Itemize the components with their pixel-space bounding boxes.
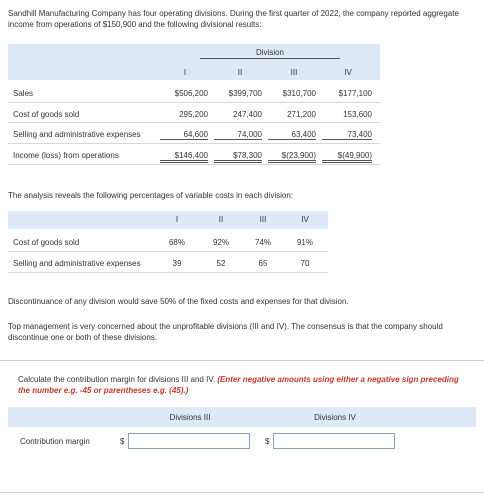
t1-row-sales-label: Sales xyxy=(13,89,34,98)
question-divider xyxy=(0,360,484,361)
t1-sales-iii: $310,700 xyxy=(282,89,316,98)
t2-row-cogs-label: Cost of goods sold xyxy=(13,238,80,247)
t1-col-iv: IV xyxy=(344,68,352,77)
t1-sa-iv: 73,400 xyxy=(322,130,372,140)
t1-income-i: $146,400 xyxy=(160,151,208,163)
t1-income-iii: $(23,900) xyxy=(268,151,316,163)
discontinuance-text: Discontinuance of any division would sav… xyxy=(8,297,349,306)
t2-sa-iv: 70 xyxy=(300,259,310,268)
t1-cogs-iii: 271,200 xyxy=(287,110,316,119)
t2-row-sa-label: Selling and administrative expenses xyxy=(13,259,141,268)
question-hint: (Enter negative amounts using either a n… xyxy=(18,375,459,395)
t1-col-i: I xyxy=(183,68,187,77)
currency-symbol-iii: $ xyxy=(120,437,125,446)
intro-text: Sandhill Manufacturing Company has four … xyxy=(8,9,459,29)
t2-cogs-i: 68% xyxy=(168,238,185,247)
management-text: Top management is very concerned about t… xyxy=(8,322,443,342)
t1-col-iii: III xyxy=(290,68,298,77)
t2-col-iv: IV xyxy=(301,215,309,224)
t1-cogs-i: 295,200 xyxy=(179,110,208,119)
t1-sales-i: $506,200 xyxy=(174,89,208,98)
t2-sa-iii: 65 xyxy=(258,259,268,268)
t2-col-ii: II xyxy=(218,215,224,224)
t2-col-iii: III xyxy=(259,215,267,224)
t2-cogs-iii: 74% xyxy=(254,238,271,247)
answer-header-band xyxy=(8,407,476,427)
t1-row-income-label: Income (loss) from operations xyxy=(13,151,119,160)
t1-sales-ii: $399,700 xyxy=(228,89,262,98)
t1-cogs-ii: 247,400 xyxy=(233,110,262,119)
contribution-margin-iv-input[interactable] xyxy=(273,433,395,449)
divisions-iii-header: Divisions III xyxy=(169,413,211,422)
t1-row-cogs-label: Cost of goods sold xyxy=(13,110,80,119)
table2-header-band xyxy=(8,211,328,229)
divisions-iv-header: Divisions IV xyxy=(314,413,356,422)
question-prompt: Calculate the contribution margin for di… xyxy=(18,375,216,384)
currency-symbol-iv: $ xyxy=(265,437,270,446)
table1-header-band xyxy=(8,44,380,80)
t2-cogs-iv: 91% xyxy=(296,238,313,247)
t2-col-i: I xyxy=(175,215,179,224)
t1-sa-iii: 63,400 xyxy=(268,130,316,140)
t2-sa-i: 39 xyxy=(172,259,182,268)
t2-sa-ii: 52 xyxy=(216,259,226,268)
t1-sa-ii: 74,000 xyxy=(214,130,262,140)
t1-row-sa-label: Selling and administrative expenses xyxy=(13,130,141,139)
t1-income-iv: $(49,900) xyxy=(322,151,372,163)
contribution-margin-label: Contribution margin xyxy=(20,437,90,446)
division-group-header: Division xyxy=(200,48,340,59)
t1-col-ii: II xyxy=(237,68,243,77)
t1-income-ii: $78,300 xyxy=(214,151,262,163)
t2-cogs-ii: 92% xyxy=(212,238,229,247)
t1-cogs-iv: 153,600 xyxy=(343,110,372,119)
analysis-text: The analysis reveals the following perce… xyxy=(8,191,294,200)
t1-sa-i: 64,600 xyxy=(160,130,208,140)
question-text: Calculate the contribution margin for di… xyxy=(18,374,464,396)
bottom-divider xyxy=(0,492,484,493)
contribution-margin-iii-input[interactable] xyxy=(128,433,250,449)
t1-sales-iv: $177,100 xyxy=(338,89,372,98)
